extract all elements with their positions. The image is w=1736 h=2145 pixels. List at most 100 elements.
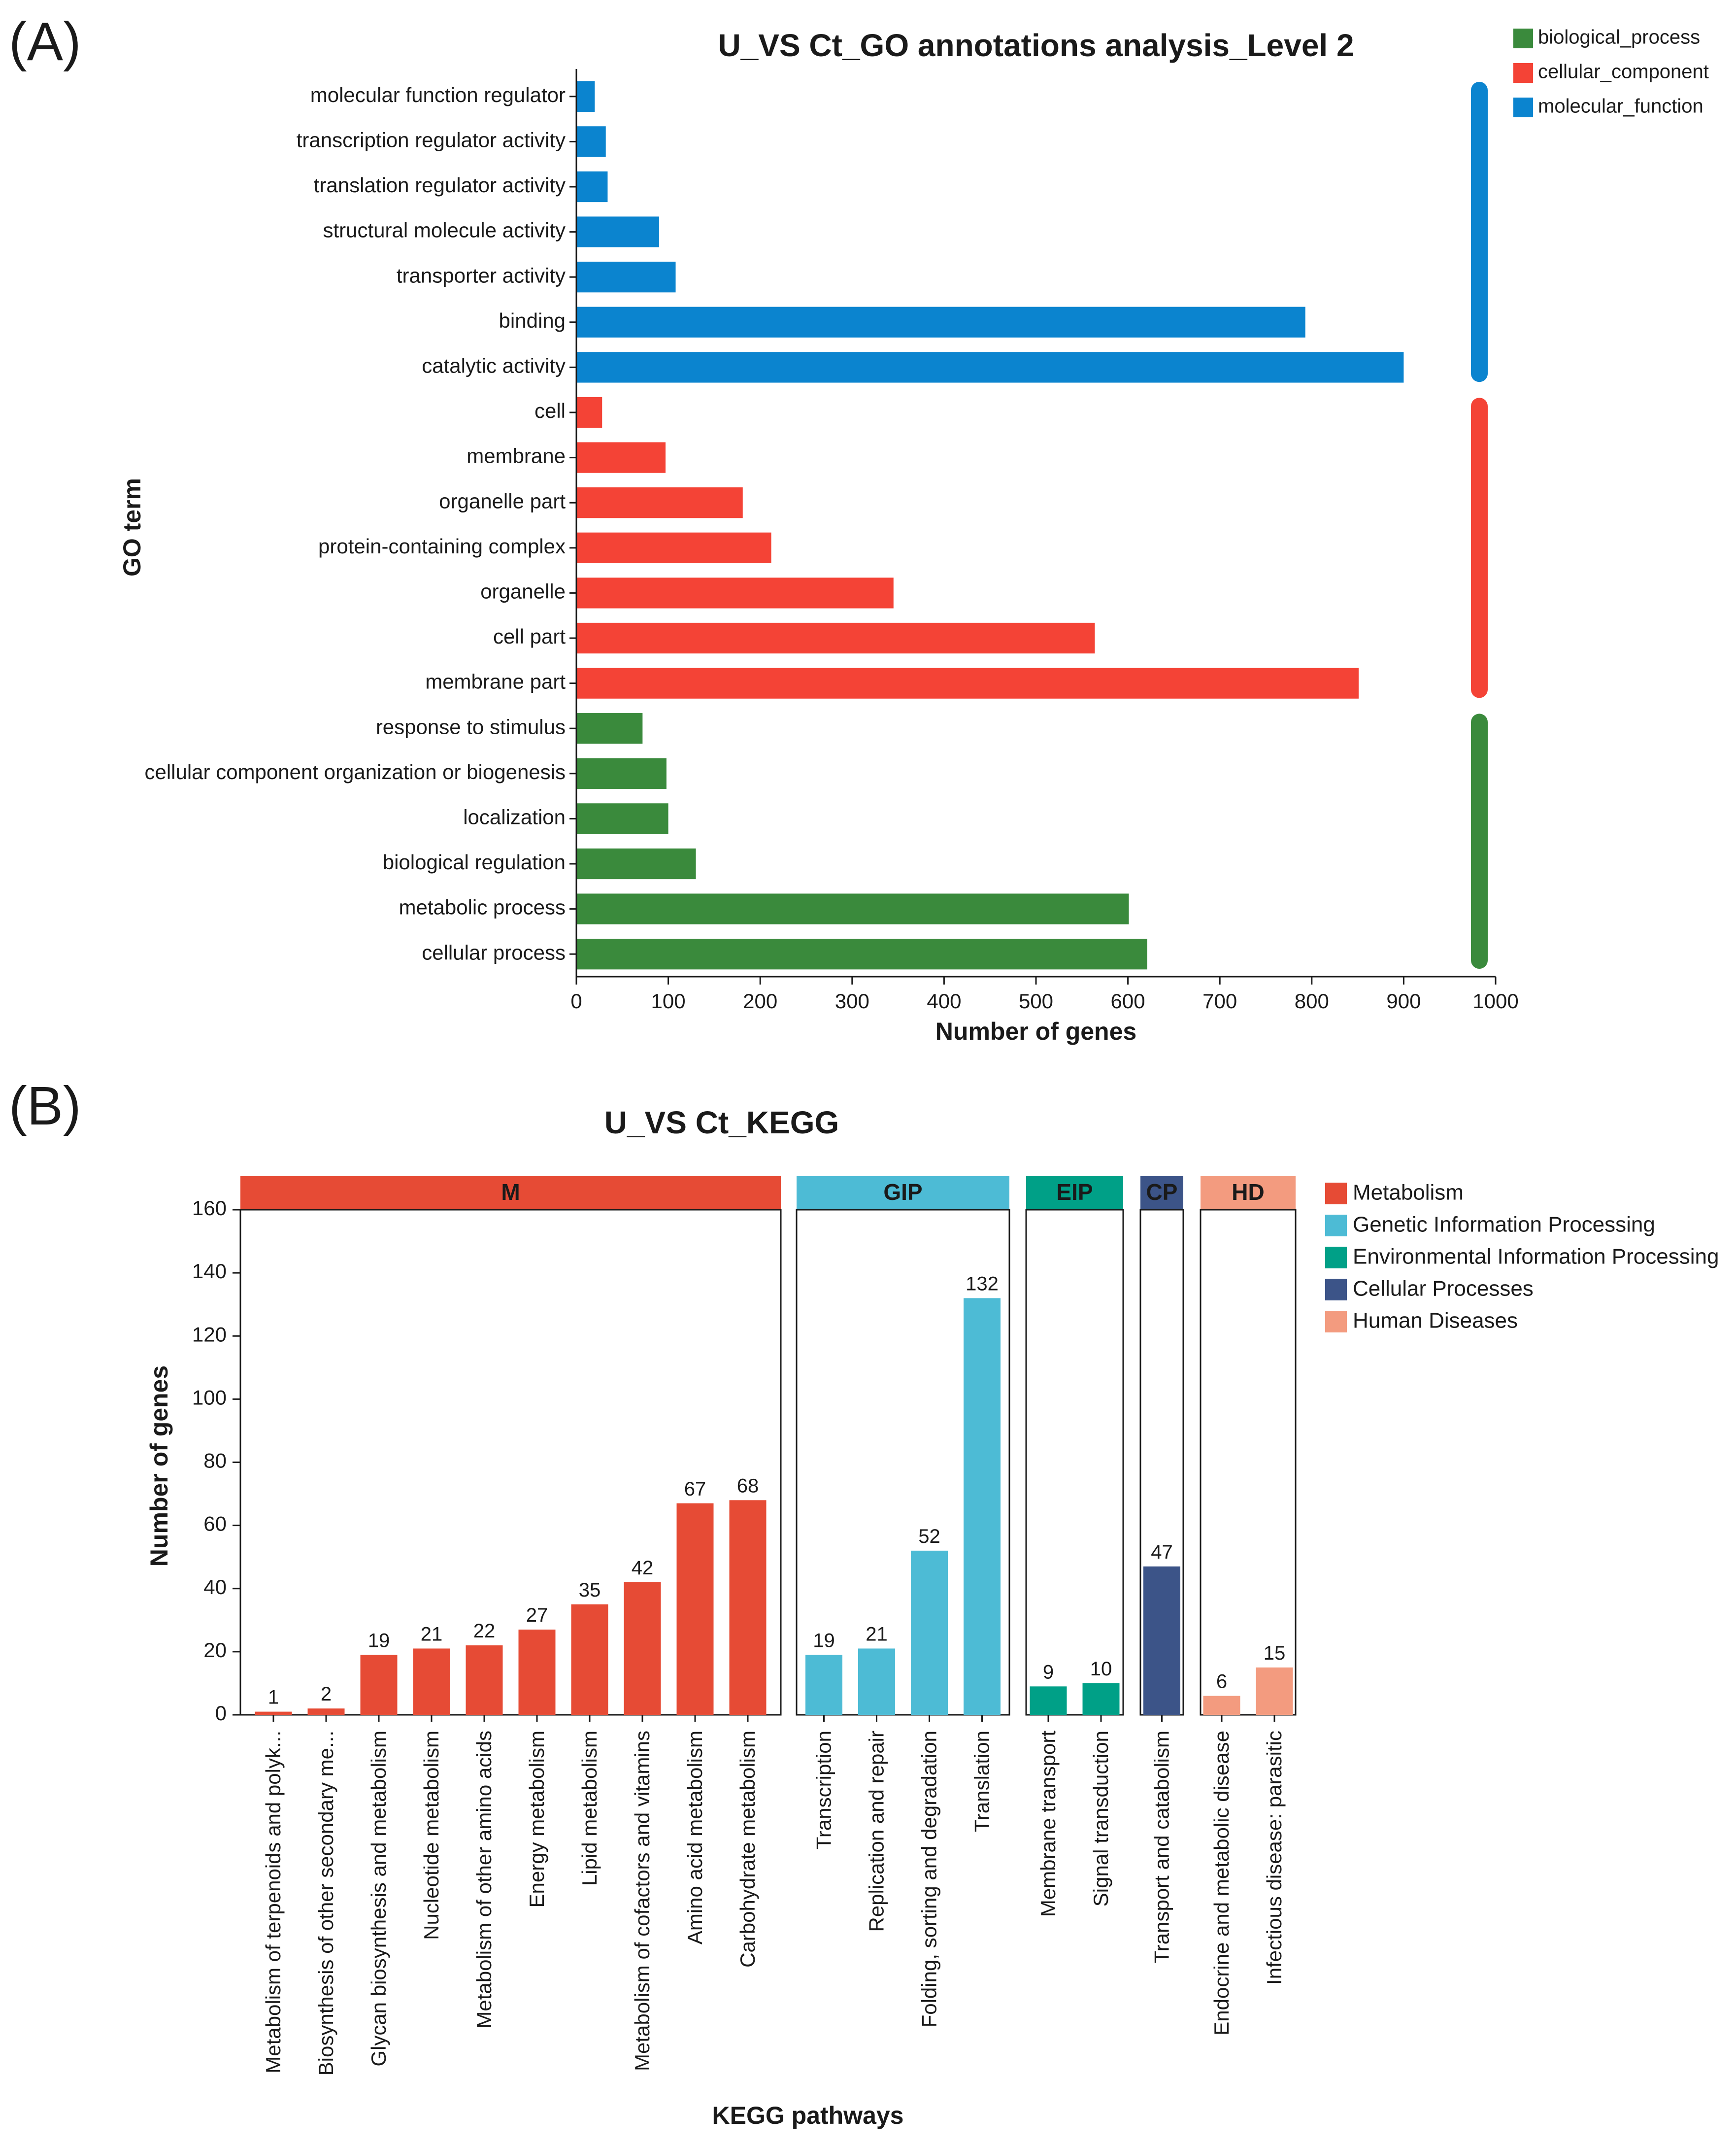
go-xtick-label-1000: 1000 xyxy=(1472,989,1518,1013)
kegg-bar-glycan-biosynthesis-and-metabolism xyxy=(360,1655,398,1715)
kegg-bar-amino-acid-metabolism xyxy=(676,1503,714,1715)
go-bar-catalytic-activity xyxy=(576,352,1404,383)
go-label-localization: localization xyxy=(463,805,566,828)
kegg-ytick-label-40: 40 xyxy=(203,1575,227,1599)
kegg-bar-metabolism-of-cofactors-and-vitamins xyxy=(624,1582,661,1715)
kegg-bar-replication-and-repair xyxy=(858,1648,895,1715)
go-xtick-label-900: 900 xyxy=(1386,989,1421,1013)
go-xtick-label-400: 400 xyxy=(927,989,961,1013)
panel-a-label: (A) xyxy=(9,11,81,72)
go-group-indicator-cellular-component xyxy=(1471,398,1488,698)
kegg-bar-transcription xyxy=(805,1655,842,1715)
kegg-label-membrane-transport: Membrane transport xyxy=(1036,1731,1060,1917)
kegg-legend-genetic-information-processing: Genetic Information Processing xyxy=(1353,1213,1655,1237)
go-label-structural-molecule-activity: structural molecule activity xyxy=(323,219,566,242)
go-label-organelle: organelle xyxy=(480,579,566,603)
kegg-bar-lipid-metabolism xyxy=(571,1604,608,1715)
go-label-cell: cell xyxy=(534,399,566,422)
go-bar-molecular-function-regulator xyxy=(576,81,595,112)
kegg-value-biosynthesis-of-other-secondary-me: 2 xyxy=(321,1683,332,1705)
go-xtick-label-0: 0 xyxy=(570,989,582,1013)
go-bar-protein-containing-complex xyxy=(576,532,771,563)
go-x-axis-title: Number of genes xyxy=(935,1018,1136,1045)
kegg-value-metabolism-of-cofactors-and-vitamins: 42 xyxy=(632,1557,654,1579)
go-bar-translation-regulator-activity xyxy=(576,171,608,203)
go-group-indicator-molecular-function xyxy=(1471,82,1488,382)
go-label-transcription-regulator-activity: transcription regulator activity xyxy=(297,128,566,151)
go-legend-biological-process: biological_process xyxy=(1538,27,1700,48)
go-bar-cellular-process xyxy=(576,939,1147,970)
go-label-cellular-component-organization-or-biogenesis: cellular component organization or bioge… xyxy=(144,760,566,783)
go-bar-localization xyxy=(576,803,668,834)
kegg-bar-nucleotide-metabolism xyxy=(413,1648,450,1715)
kegg-strip-label-eip: EIP xyxy=(1056,1179,1093,1205)
go-xtick-label-700: 700 xyxy=(1202,989,1237,1013)
go-annotation-chart: U_VS Ct_GO annotations analysis_Level 2 m… xyxy=(118,27,1709,1045)
go-label-catalytic-activity: catalytic activity xyxy=(422,354,566,377)
kegg-value-transport-and-catabolism: 47 xyxy=(1151,1541,1173,1563)
kegg-value-signal-transduction: 10 xyxy=(1090,1658,1112,1680)
kegg-label-transcription: Transcription xyxy=(812,1731,835,1849)
kegg-label-amino-acid-metabolism: Amino acid metabolism xyxy=(683,1731,706,1944)
kegg-value-endocrine-and-metabolic-disease: 6 xyxy=(1216,1671,1227,1693)
kegg-value-infectious-disease-parasitic: 15 xyxy=(1264,1642,1286,1664)
kegg-label-glycan-biosynthesis-and-metabolism: Glycan biosynthesis and metabolism xyxy=(367,1731,390,2067)
kegg-bar-carbohydrate-metabolism xyxy=(729,1500,767,1715)
kegg-legend-swatch-human-diseases xyxy=(1325,1311,1347,1332)
go-bar-organelle xyxy=(576,578,894,609)
kegg-strip-label-hd: HD xyxy=(1232,1179,1264,1205)
go-bar-cell-part xyxy=(576,622,1095,654)
go-xtick-label-600: 600 xyxy=(1111,989,1145,1013)
kegg-value-membrane-transport: 9 xyxy=(1043,1661,1054,1683)
kegg-label-biosynthesis-of-other-secondary-me: Biosynthesis of other secondary me... xyxy=(314,1731,337,2076)
go-label-organelle-part: organelle part xyxy=(439,489,566,512)
kegg-value-transcription: 19 xyxy=(813,1630,835,1651)
kegg-bar-metabolism-of-other-amino-acids xyxy=(466,1645,503,1715)
go-bar-membrane xyxy=(576,442,666,473)
kegg-bar-transport-and-catabolism xyxy=(1143,1566,1180,1715)
go-group-indicator-biological-process xyxy=(1471,714,1488,969)
kegg-bar-signal-transduction xyxy=(1082,1683,1120,1715)
kegg-label-metabolism-of-terpenoids-and-polyk: Metabolism of terpenoids and polyk... xyxy=(262,1731,285,2074)
go-legend-swatch-molecular-function xyxy=(1513,98,1533,117)
go-xtick-label-500: 500 xyxy=(1019,989,1053,1013)
kegg-ytick-label-160: 160 xyxy=(192,1196,227,1220)
go-bar-metabolic-process xyxy=(576,893,1129,924)
kegg-legend-swatch-cellular-processes xyxy=(1325,1279,1347,1300)
kegg-label-lipid-metabolism: Lipid metabolism xyxy=(578,1731,601,1886)
kegg-value-translation: 132 xyxy=(966,1273,999,1294)
kegg-ytick-label-100: 100 xyxy=(192,1386,227,1409)
kegg-bar-membrane-transport xyxy=(1030,1686,1067,1715)
kegg-value-folding-sorting-and-degradation: 52 xyxy=(918,1526,940,1547)
kegg-value-energy-metabolism: 27 xyxy=(526,1604,548,1626)
kegg-label-transport-and-catabolism: Transport and catabolism xyxy=(1150,1731,1173,1963)
go-label-membrane-part: membrane part xyxy=(425,670,566,693)
go-label-response-to-stimulus: response to stimulus xyxy=(376,715,566,738)
kegg-panel-frame-gip xyxy=(796,1209,1010,1716)
go-label-protein-containing-complex: protein-containing complex xyxy=(318,535,566,558)
kegg-ytick-label-120: 120 xyxy=(192,1323,227,1346)
kegg-ytick-label-60: 60 xyxy=(203,1512,227,1535)
kegg-label-signal-transduction: Signal transduction xyxy=(1089,1731,1112,1907)
panel-b-label: (B) xyxy=(9,1076,81,1136)
kegg-bar-metabolism-of-terpenoids-and-polyk xyxy=(255,1711,292,1715)
kegg-value-lipid-metabolism: 35 xyxy=(579,1579,601,1601)
kegg-legend-cellular-processes: Cellular Processes xyxy=(1353,1277,1534,1301)
kegg-label-endocrine-and-metabolic-disease: Endocrine and metabolic disease xyxy=(1210,1731,1233,2036)
kegg-ytick-label-140: 140 xyxy=(192,1260,227,1283)
kegg-legend-swatch-environmental-information-processing xyxy=(1325,1247,1347,1268)
kegg-panel-frame-hd xyxy=(1200,1209,1297,1716)
kegg-ytick-label-0: 0 xyxy=(215,1702,227,1725)
kegg-strip-gip xyxy=(797,1176,1009,1210)
go-legend-swatch-cellular-component xyxy=(1513,63,1533,83)
kegg-label-energy-metabolism: Energy metabolism xyxy=(525,1731,548,1907)
kegg-value-carbohydrate-metabolism: 68 xyxy=(737,1475,759,1497)
go-xtick-label-100: 100 xyxy=(651,989,686,1013)
go-bar-structural-molecule-activity xyxy=(576,216,659,247)
go-y-axis-title: GO term xyxy=(118,478,146,577)
kegg-bar-biosynthesis-of-other-secondary-me xyxy=(307,1708,345,1715)
kegg-value-nucleotide-metabolism: 21 xyxy=(421,1623,443,1645)
go-label-cellular-process: cellular process xyxy=(422,941,566,964)
kegg-legend-swatch-genetic-information-processing xyxy=(1325,1215,1347,1236)
go-legend-cellular-component: cellular_component xyxy=(1538,61,1709,83)
